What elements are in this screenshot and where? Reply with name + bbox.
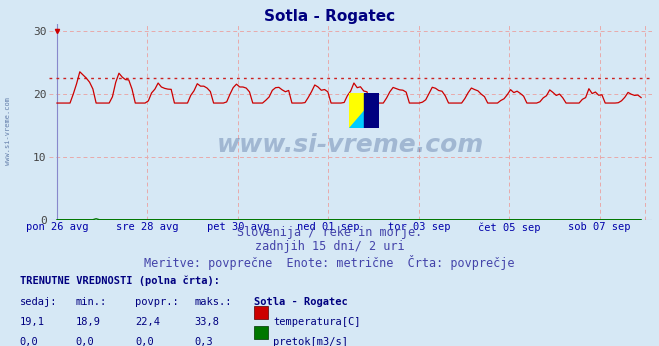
Text: 33,8: 33,8 (194, 317, 219, 327)
Text: sedaj:: sedaj: (20, 297, 57, 307)
Text: pretok[m3/s]: pretok[m3/s] (273, 337, 349, 346)
Polygon shape (349, 93, 379, 128)
Text: zadnjih 15 dni/ 2 uri: zadnjih 15 dni/ 2 uri (254, 240, 405, 254)
Text: 18,9: 18,9 (76, 317, 101, 327)
Polygon shape (349, 93, 379, 128)
Text: 22,4: 22,4 (135, 317, 160, 327)
Text: maks.:: maks.: (194, 297, 232, 307)
Text: Sotla - Rogatec: Sotla - Rogatec (264, 9, 395, 24)
Text: 0,0: 0,0 (20, 337, 38, 346)
Polygon shape (364, 93, 379, 128)
Text: 0,0: 0,0 (135, 337, 154, 346)
Text: Slovenija / reke in morje.: Slovenija / reke in morje. (237, 226, 422, 239)
Text: 19,1: 19,1 (20, 317, 45, 327)
Text: TRENUTNE VREDNOSTI (polna črta):: TRENUTNE VREDNOSTI (polna črta): (20, 275, 219, 285)
Text: www.si-vreme.com: www.si-vreme.com (217, 134, 484, 157)
Text: 0,0: 0,0 (76, 337, 94, 346)
Text: www.si-vreme.com: www.si-vreme.com (5, 98, 11, 165)
Text: Sotla - Rogatec: Sotla - Rogatec (254, 297, 347, 307)
Text: 0,3: 0,3 (194, 337, 213, 346)
Text: Meritve: povprečne  Enote: metrične  Črta: povprečje: Meritve: povprečne Enote: metrične Črta:… (144, 255, 515, 270)
Text: temperatura[C]: temperatura[C] (273, 317, 361, 327)
Text: min.:: min.: (76, 297, 107, 307)
Text: povpr.:: povpr.: (135, 297, 179, 307)
